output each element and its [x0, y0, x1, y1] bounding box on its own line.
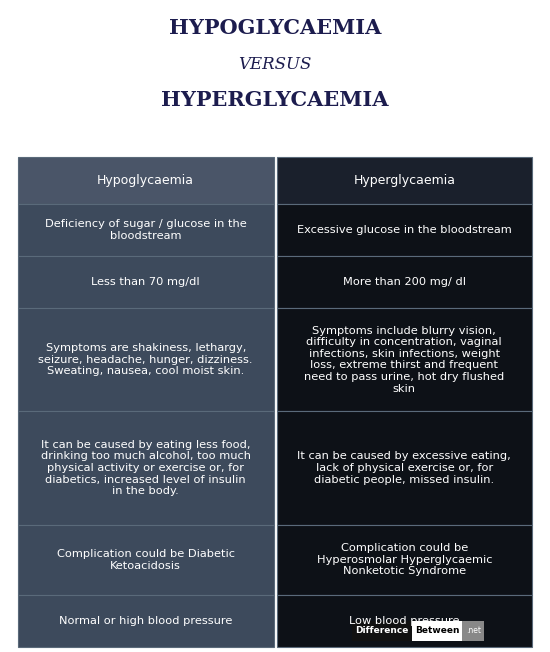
Bar: [412, 621, 462, 641]
Bar: [277, 524, 532, 595]
Bar: [18, 157, 273, 204]
Text: VERSUS: VERSUS: [238, 56, 312, 73]
Bar: [18, 411, 273, 524]
Bar: [277, 411, 532, 524]
Text: Deficiency of sugar / glucose in the
bloodstream: Deficiency of sugar / glucose in the blo…: [45, 219, 246, 241]
Bar: [462, 621, 484, 641]
Text: Hypoglycaemia: Hypoglycaemia: [97, 174, 194, 187]
Text: Low blood pressure: Low blood pressure: [349, 616, 459, 626]
Text: Between: Between: [415, 627, 459, 636]
Text: It can be caused by eating less food,
drinking too much alcohol, too much
physic: It can be caused by eating less food, dr…: [41, 439, 251, 496]
Text: Less than 70 mg/dl: Less than 70 mg/dl: [91, 277, 200, 287]
Text: .net: .net: [466, 627, 481, 636]
Text: Difference: Difference: [355, 627, 409, 636]
Bar: [277, 308, 532, 411]
Bar: [18, 256, 273, 308]
Text: Complication could be
Hyperosmolar Hyperglycaemic
Nonketotic Syndrome: Complication could be Hyperosmolar Hyper…: [316, 543, 492, 576]
Bar: [277, 204, 532, 256]
Bar: [277, 256, 532, 308]
Text: Excessive glucose in the bloodstream: Excessive glucose in the bloodstream: [297, 225, 512, 235]
Bar: [18, 308, 273, 411]
Text: Symptoms are shakiness, lethargy,
seizure, headache, hunger, dizziness.
Sweating: Symptoms are shakiness, lethargy, seizur…: [39, 343, 253, 376]
Text: HYPERGLYCAEMIA: HYPERGLYCAEMIA: [161, 90, 389, 110]
Text: It can be caused by excessive eating,
lack of physical exercise or, for
diabetic: It can be caused by excessive eating, la…: [298, 451, 511, 484]
Bar: [18, 595, 273, 647]
Bar: [352, 621, 412, 641]
Bar: [277, 157, 532, 204]
Text: Hyperglycaemia: Hyperglycaemia: [353, 174, 455, 187]
Text: More than 200 mg/ dl: More than 200 mg/ dl: [343, 277, 466, 287]
Bar: [277, 595, 532, 647]
Bar: [18, 204, 273, 256]
Text: HYPOGLYCAEMIA: HYPOGLYCAEMIA: [169, 18, 381, 38]
Text: Symptoms include blurry vision,
difficulty in concentration, vaginal
infections,: Symptoms include blurry vision, difficul…: [304, 325, 504, 394]
Text: Normal or high blood pressure: Normal or high blood pressure: [59, 616, 233, 626]
Bar: [18, 524, 273, 595]
Text: Complication could be Diabetic
Ketoacidosis: Complication could be Diabetic Ketoacido…: [57, 549, 235, 570]
